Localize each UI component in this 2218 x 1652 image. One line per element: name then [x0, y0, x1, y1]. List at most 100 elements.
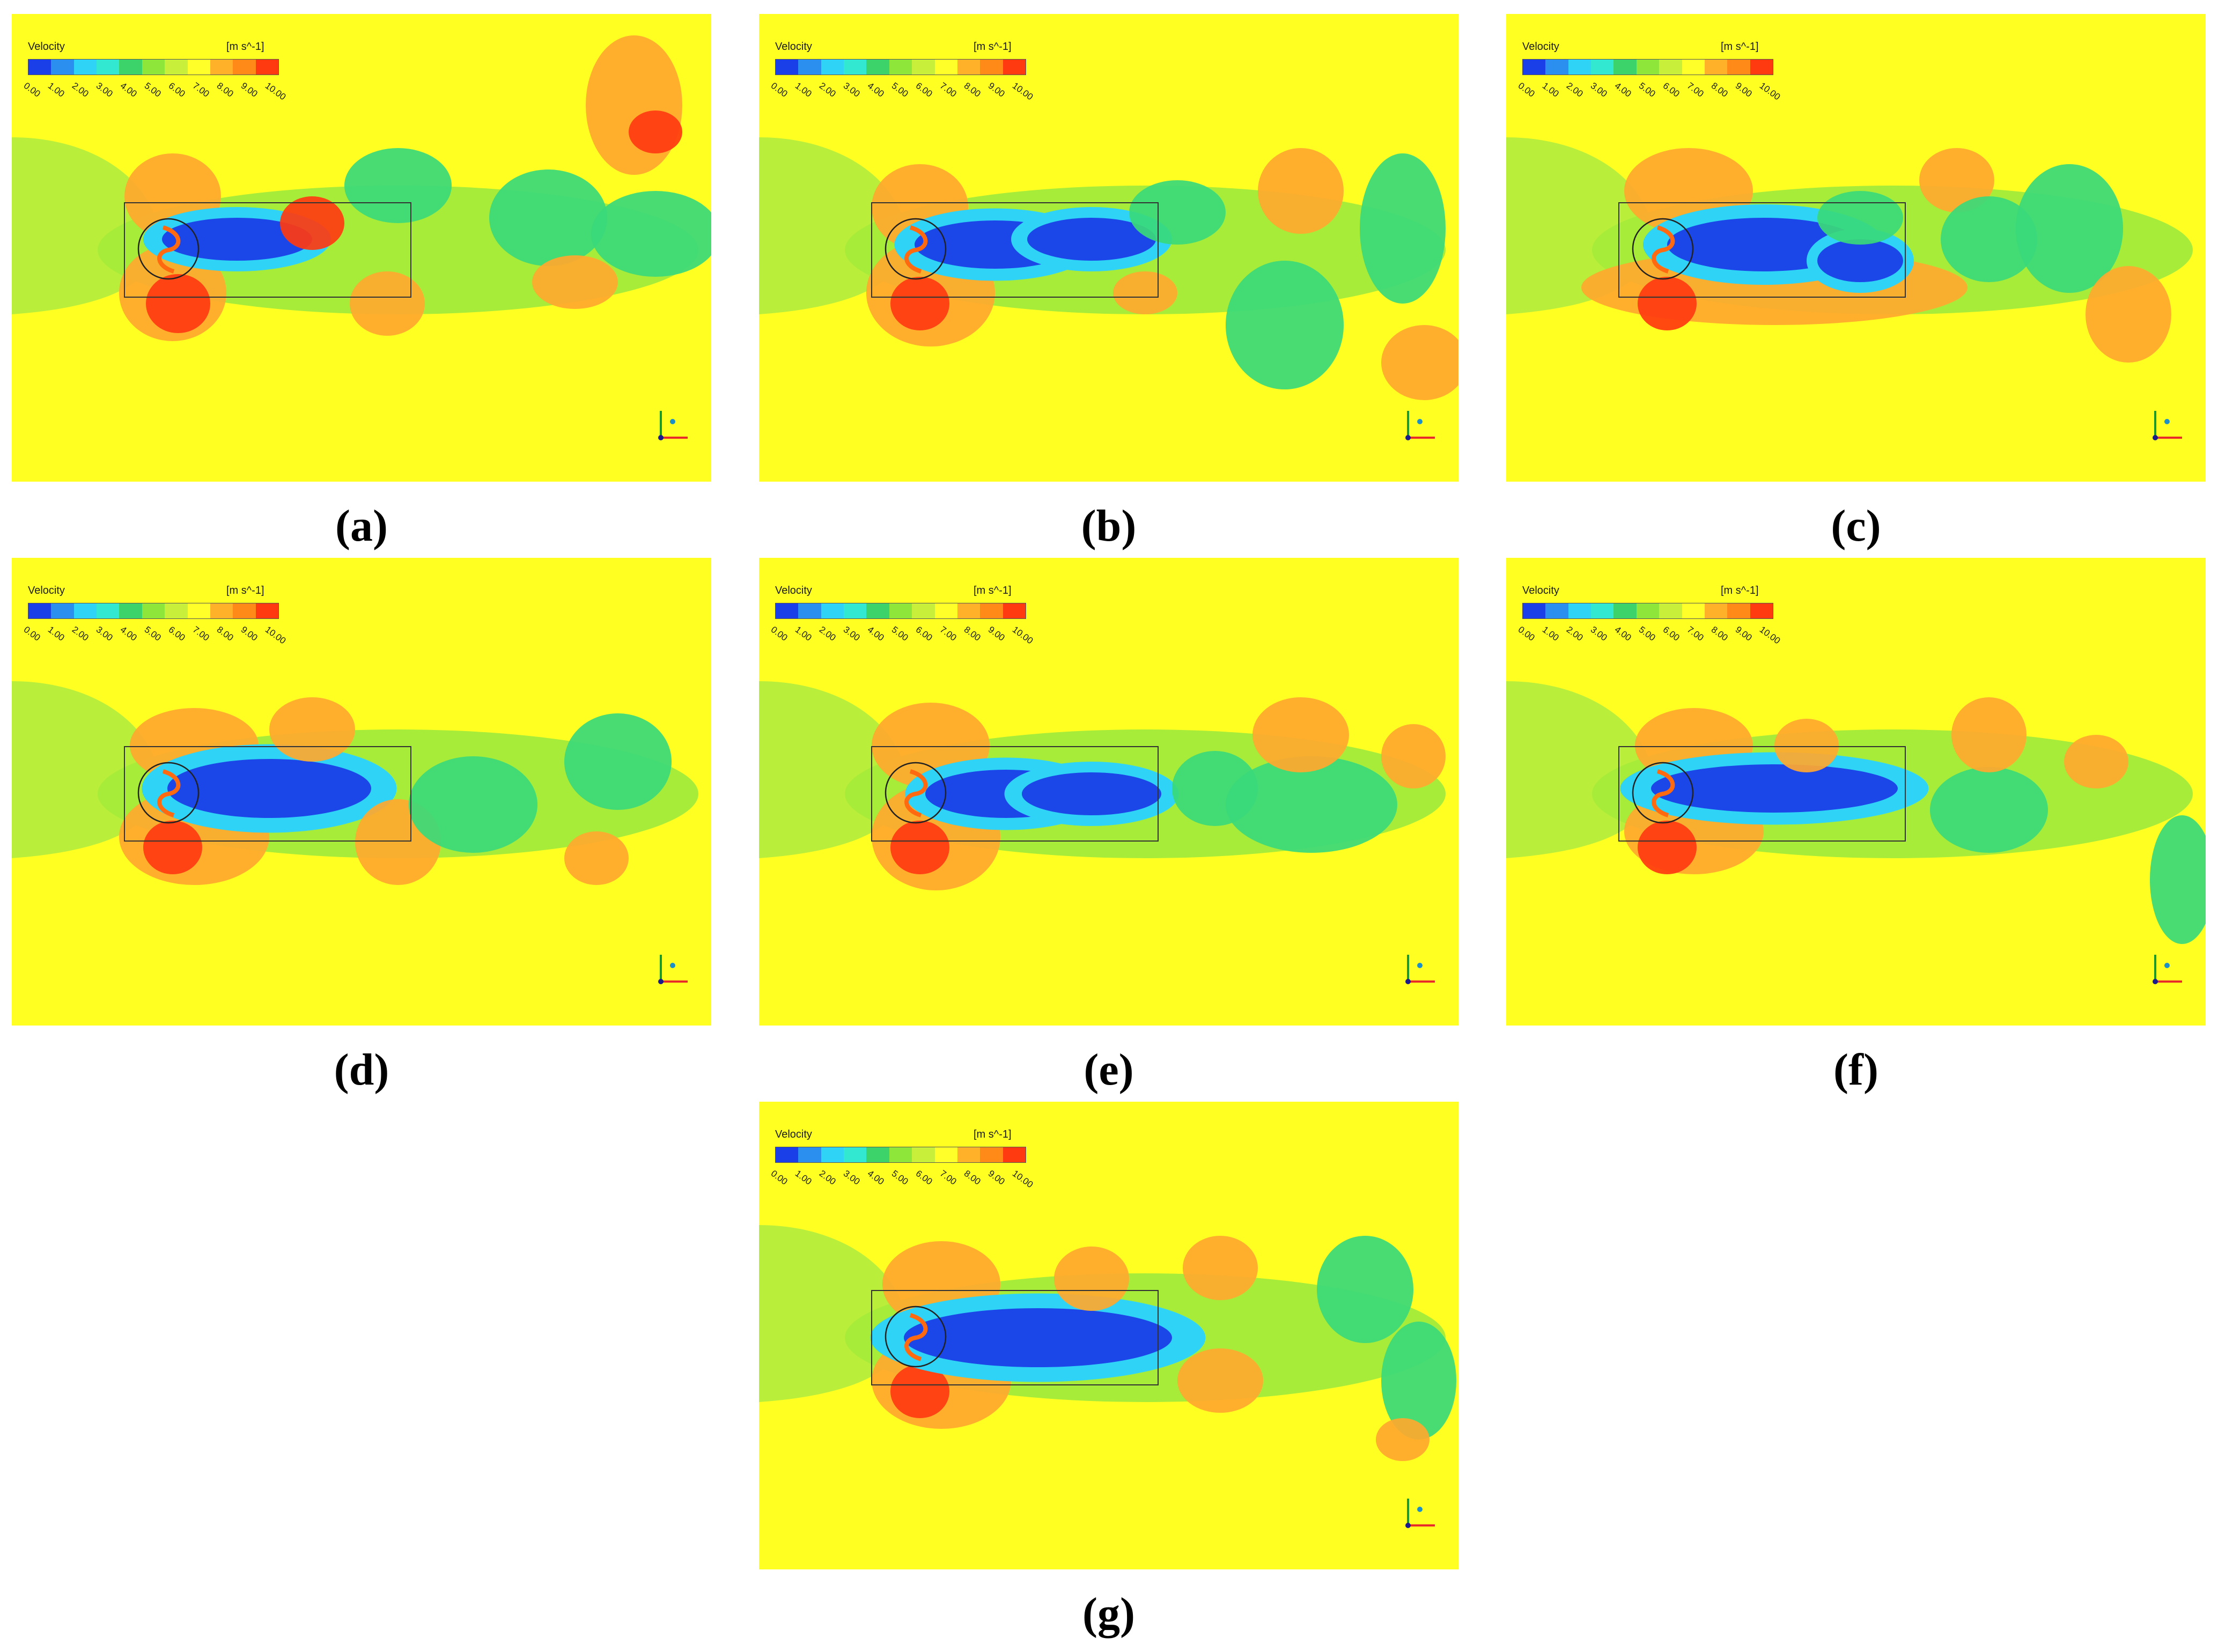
colorbar-band: [28, 60, 51, 75]
legend-unit: [m s^-1]: [226, 585, 264, 596]
colorbar-band: [1659, 603, 1682, 618]
colorbar-tick-label: 7.00: [938, 80, 959, 99]
colorbar-band: [233, 60, 256, 75]
colorbar-band: [1727, 60, 1750, 75]
colorbar-band: [1659, 60, 1682, 75]
colorbar-tick-label: 3.00: [1588, 624, 1609, 643]
colorbar-band: [934, 1147, 957, 1162]
colorbar-tick-label: 6.00: [913, 624, 934, 643]
colorbar-band: [798, 1147, 821, 1162]
colorbar-band: [187, 603, 210, 618]
legend-title: Velocity: [775, 41, 812, 53]
velocity-contour-plot: [12, 558, 711, 1026]
panel-caption: (d): [334, 1045, 389, 1095]
velocity-contour-plot: [1506, 14, 2206, 482]
colorbar-tick-label: 9.00: [1733, 624, 1754, 643]
legend-title: Velocity: [1522, 585, 1559, 596]
colorbar-band: [980, 60, 1003, 75]
colorbar-tick-label: 4.00: [1612, 624, 1633, 643]
colorbar-tick-label: 9.00: [239, 624, 260, 643]
colorbar-tick-label: 3.00: [841, 1168, 862, 1187]
colorbar-tick-label: 6.00: [913, 1168, 934, 1187]
colorbar-tick-label: 4.00: [865, 80, 886, 99]
contour-panel-g: Velocity [m s^-1] 0.00 1.00 2.00 3.00 4.00 5.…: [759, 1102, 1458, 1569]
colorbar-band: [1636, 60, 1660, 75]
colorbar-ticks: 0.00 1.00 2.00 3.00 4.00 5.00 6.00 7.00 8.00 9.00…: [769, 1168, 1035, 1200]
colorbar-band: [97, 603, 120, 618]
colorbar-tick-label: 9.00: [986, 80, 1007, 99]
colorbar-tick-label: 3.00: [1588, 80, 1609, 99]
panel-caption: (f): [1833, 1045, 1878, 1095]
colorbar-tick-label: 7.00: [190, 624, 211, 643]
colorbar-band: [1523, 60, 1546, 75]
colorbar-band: [866, 1147, 889, 1162]
colorbar-band: [889, 603, 912, 618]
colorbar-band: [844, 1147, 867, 1162]
colorbar-band: [165, 60, 188, 75]
colorbar-tick-label: 2.00: [1564, 624, 1585, 643]
panel-caption: (a): [335, 501, 388, 551]
colorbar-band: [28, 603, 51, 618]
colorbar-band: [980, 603, 1003, 618]
contour-panel-e: Velocity [m s^-1] 0.00 1.00 2.00 3.00 4.00 5.…: [759, 558, 1458, 1026]
colorbar-tick-label: 8.00: [1709, 80, 1730, 99]
contour-panel-a: Velocity [m s^-1] 0.00 1.00 2.00 3.00 4.00 5.…: [12, 14, 711, 482]
colorbar-tick-label: 3.00: [94, 624, 115, 643]
colorbar-tick-label: 5.00: [889, 80, 910, 99]
colorbar-tick-label: 8.00: [962, 1168, 983, 1187]
panel-caption: (b): [1081, 501, 1137, 551]
colorbar-ticks: 0.00 1.00 2.00 3.00 4.00 5.00 6.00 7.00 8.00 9.00…: [769, 624, 1035, 657]
legend-title: Velocity: [1522, 41, 1559, 53]
colorbar-tick-label: 2.00: [1564, 80, 1585, 99]
contour-panel-b: Velocity [m s^-1] 0.00 1.00 2.00 3.00 4.00 5.…: [759, 14, 1458, 482]
colorbar-band: [821, 1147, 844, 1162]
colorbar-band: [912, 603, 935, 618]
legend-unit: [m s^-1]: [226, 41, 264, 53]
colorbar-tick-label: 2.00: [70, 80, 91, 99]
colorbar-tick-label: 5.00: [142, 624, 163, 643]
colorbar-band: [255, 60, 278, 75]
colorbar-band: [1682, 60, 1705, 75]
panel-caption: (c): [1831, 501, 1881, 551]
colorbar-tick-label: 1.00: [793, 80, 814, 99]
colorbar-band: [957, 603, 981, 618]
colorbar-band: [1545, 60, 1568, 75]
colorbar-band: [187, 60, 210, 75]
colorbar-band: [1568, 603, 1591, 618]
colorbar-ticks: 0.00 1.00 2.00 3.00 4.00 5.00 6.00 7.00 8.00 9.00…: [22, 80, 288, 113]
colorbar-band: [73, 60, 97, 75]
colorbar-tick-label: 7.00: [938, 1168, 959, 1187]
velocity-colorbar: [775, 59, 1026, 75]
colorbar-tick-label: 8.00: [962, 80, 983, 99]
legend-title: Velocity: [775, 585, 812, 596]
colorbar-band: [1568, 60, 1591, 75]
colorbar-band: [980, 1147, 1003, 1162]
colorbar-tick-label: 2.00: [70, 624, 91, 643]
colorbar-band: [1750, 60, 1773, 75]
colorbar-band: [821, 603, 844, 618]
colorbar-band: [866, 60, 889, 75]
colorbar-band: [844, 603, 867, 618]
colorbar-tick-label: 4.00: [118, 624, 139, 643]
colorbar-band: [142, 60, 165, 75]
colorbar-tick-label: 8.00: [215, 624, 235, 643]
legend-unit: [m s^-1]: [1721, 585, 1759, 596]
panel-caption: (g): [1082, 1589, 1135, 1639]
colorbar-tick-label: 1.00: [1540, 624, 1561, 643]
colorbar-ticks: 0.00 1.00 2.00 3.00 4.00 5.00 6.00 7.00 8.00 9.00…: [769, 80, 1035, 113]
colorbar-ticks: 0.00 1.00 2.00 3.00 4.00 5.00 6.00 7.00 8.00 9.00…: [1516, 624, 1782, 657]
contour-panel-c: Velocity [m s^-1] 0.00 1.00 2.00 3.00 4.00 5.…: [1506, 14, 2206, 482]
colorbar-band: [798, 60, 821, 75]
velocity-colorbar: [28, 59, 279, 75]
colorbar-tick-label: 1.00: [46, 624, 67, 643]
legend-unit: [m s^-1]: [1721, 41, 1759, 53]
colorbar-band: [51, 60, 74, 75]
colorbar-tick-label: 6.00: [1661, 624, 1682, 643]
colorbar-band: [776, 60, 799, 75]
colorbar-band: [934, 603, 957, 618]
colorbar-tick-label: 8.00: [1709, 624, 1730, 643]
colorbar-tick-label: 6.00: [166, 624, 187, 643]
colorbar-band: [1545, 603, 1568, 618]
colorbar-tick-label: 8.00: [215, 80, 235, 99]
colorbar-tick-label: 4.00: [865, 624, 886, 643]
